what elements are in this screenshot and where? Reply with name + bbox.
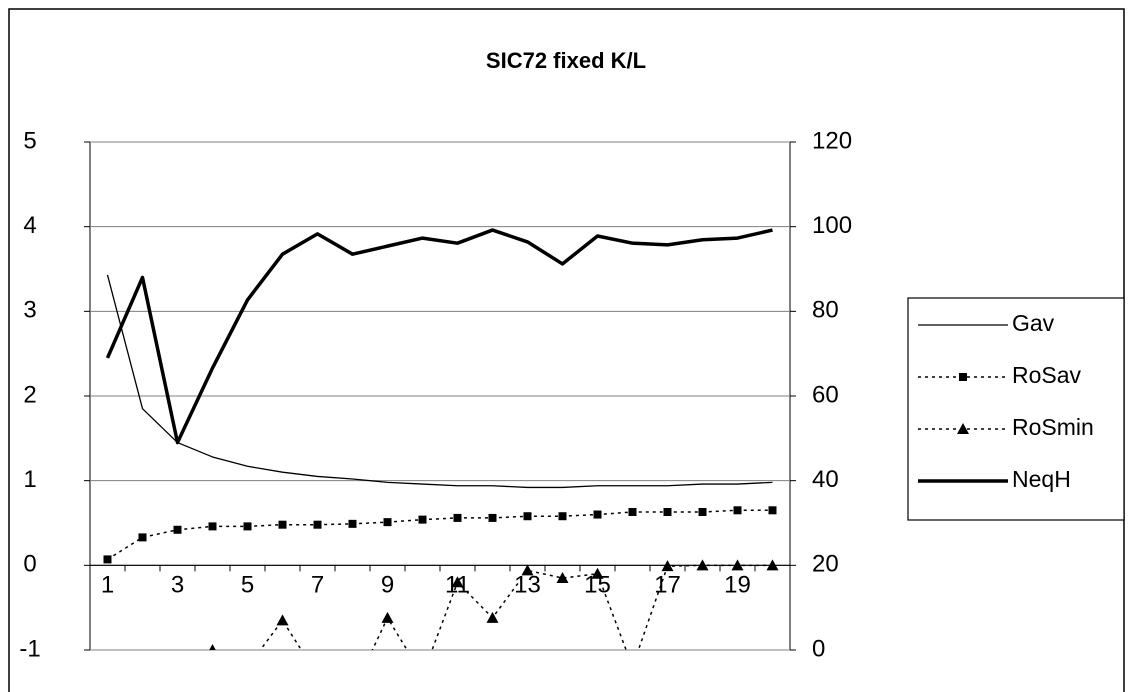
marker bbox=[628, 507, 637, 516]
marker bbox=[451, 576, 464, 588]
x-tick-label: 15 bbox=[584, 572, 611, 599]
x-tick-label: 13 bbox=[514, 572, 541, 599]
y-tick-label: 2 bbox=[23, 381, 36, 408]
x-tick-label: 7 bbox=[311, 572, 324, 599]
legend-label: Gav bbox=[1012, 310, 1055, 336]
x-tick-label: 19 bbox=[724, 572, 751, 599]
marker bbox=[663, 507, 672, 516]
x-tick-label: 5 bbox=[241, 572, 254, 599]
marker bbox=[381, 611, 394, 623]
chart-title: SIC72 fixed K/L bbox=[486, 48, 646, 73]
marker bbox=[661, 560, 674, 572]
y2-tick-label: 20 bbox=[812, 551, 839, 578]
x-tick-label: 1 bbox=[101, 572, 114, 599]
series-line bbox=[106, 274, 773, 489]
marker bbox=[556, 572, 569, 584]
marker bbox=[768, 506, 777, 515]
y-tick-label: 0 bbox=[23, 551, 36, 578]
y-tick-label: 3 bbox=[23, 297, 36, 324]
marker bbox=[348, 519, 357, 528]
marker bbox=[418, 515, 427, 524]
marker bbox=[698, 507, 707, 516]
marker bbox=[208, 522, 217, 531]
marker bbox=[558, 512, 567, 521]
x-tick-label: 11 bbox=[445, 572, 470, 599]
y2-tick-label: 100 bbox=[812, 212, 852, 239]
legend-label: NeqH bbox=[1012, 466, 1071, 492]
y-tick-label: -1 bbox=[19, 635, 40, 662]
y-tick-label: 1 bbox=[23, 466, 36, 493]
y2-tick-label: 40 bbox=[812, 466, 839, 493]
series-line bbox=[105, 228, 773, 445]
series-line bbox=[211, 564, 773, 650]
y2-tick-label: 0 bbox=[812, 635, 825, 662]
marker bbox=[486, 611, 499, 623]
y2-tick-label: 60 bbox=[812, 381, 839, 408]
marker bbox=[523, 512, 532, 521]
series-line bbox=[107, 509, 773, 561]
y2-tick-label: 80 bbox=[812, 297, 839, 324]
marker bbox=[959, 373, 967, 381]
marker bbox=[591, 567, 604, 579]
y-tick-label: 4 bbox=[23, 212, 36, 239]
marker bbox=[593, 510, 602, 519]
x-tick-label: 3 bbox=[171, 572, 184, 599]
marker bbox=[453, 513, 462, 522]
marker bbox=[488, 513, 497, 522]
marker bbox=[766, 559, 779, 571]
marker bbox=[313, 520, 322, 529]
y2-tick-label: 120 bbox=[812, 127, 852, 154]
marker bbox=[521, 564, 534, 576]
marker bbox=[209, 644, 216, 650]
marker bbox=[173, 525, 182, 534]
marker bbox=[383, 518, 392, 527]
marker bbox=[731, 559, 744, 571]
marker bbox=[276, 614, 289, 626]
legend-label: RoSmin bbox=[1012, 414, 1094, 440]
marker bbox=[733, 506, 742, 515]
marker bbox=[278, 520, 287, 529]
marker bbox=[696, 559, 709, 571]
marker bbox=[138, 533, 147, 542]
legend-label: RoSav bbox=[1012, 362, 1082, 388]
x-tick-label: 9 bbox=[381, 572, 394, 599]
legend bbox=[907, 297, 1125, 521]
marker bbox=[243, 522, 252, 531]
marker bbox=[103, 555, 112, 564]
marker bbox=[957, 423, 969, 434]
x-tick-label: 17 bbox=[654, 572, 681, 599]
y-tick-label: 5 bbox=[23, 127, 36, 154]
